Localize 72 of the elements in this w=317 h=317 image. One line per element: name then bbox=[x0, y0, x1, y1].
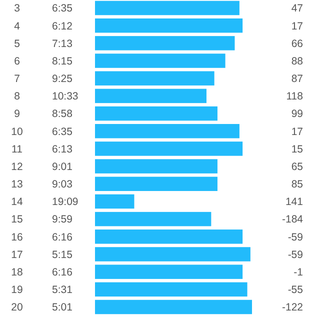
text: 47 bbox=[291, 2, 304, 15]
bar bbox=[95, 159, 218, 174]
text: 9:03 bbox=[52, 178, 73, 191]
bar bbox=[95, 88, 206, 104]
y-tick-label: 13 bbox=[11, 178, 23, 191]
text: 6:16 bbox=[52, 231, 73, 244]
text: 99 bbox=[291, 108, 304, 120]
text: 141 bbox=[285, 196, 304, 208]
text: 7:13 bbox=[52, 38, 73, 50]
bar bbox=[95, 264, 243, 279]
y-tick-label: 3 bbox=[14, 2, 20, 15]
text: 85 bbox=[291, 178, 304, 191]
text: 88 bbox=[291, 55, 304, 68]
bar bbox=[95, 142, 243, 156]
text: 87 bbox=[291, 73, 304, 86]
text: 17 bbox=[291, 20, 304, 32]
text: 10:33 bbox=[52, 90, 78, 103]
y-tick-label: 12 bbox=[11, 160, 23, 173]
y-tick-label: 20 bbox=[11, 302, 23, 314]
y-tick-label: 16 bbox=[11, 231, 23, 244]
text: 66 bbox=[291, 38, 304, 50]
y-tick-label: 4 bbox=[14, 20, 20, 32]
text: 6:35 bbox=[52, 2, 73, 15]
bar bbox=[95, 124, 240, 138]
text: -122 bbox=[282, 302, 304, 314]
text: 5:01 bbox=[52, 302, 73, 314]
y-tick-label: 11 bbox=[12, 143, 23, 156]
y-tick-label: 14 bbox=[11, 196, 23, 208]
bar bbox=[95, 71, 214, 86]
y-tick-label: 18 bbox=[11, 266, 23, 278]
y-tick-label: 6 bbox=[14, 55, 20, 68]
text: 6:16 bbox=[52, 266, 73, 278]
bar bbox=[95, 212, 212, 226]
y-tick-label: 5 bbox=[14, 38, 20, 50]
text: 6:13 bbox=[52, 143, 73, 156]
bar bbox=[95, 300, 252, 314]
text: 9:59 bbox=[52, 214, 73, 226]
text: 65 bbox=[291, 160, 304, 173]
bar bbox=[95, 176, 218, 192]
y-tick-label: 17 bbox=[11, 248, 23, 261]
text: 5:31 bbox=[52, 284, 73, 296]
text: 15 bbox=[291, 143, 304, 156]
text: 118 bbox=[286, 90, 304, 103]
text: 8:58 bbox=[52, 108, 73, 120]
text: -55 bbox=[288, 284, 304, 296]
bar bbox=[95, 18, 243, 33]
text: -1 bbox=[294, 266, 304, 278]
text: 5:15 bbox=[52, 248, 73, 261]
text: -59 bbox=[288, 231, 304, 244]
bar bbox=[95, 230, 243, 244]
y-tick-label: 15 bbox=[11, 214, 23, 226]
bar bbox=[95, 0, 240, 16]
bar bbox=[95, 247, 250, 262]
bar bbox=[95, 106, 218, 121]
y-tick-label: 9 bbox=[14, 108, 20, 120]
y-tick-label: 19 bbox=[11, 284, 23, 296]
text: 6:12 bbox=[52, 20, 73, 32]
y-tick-label: 8 bbox=[14, 90, 20, 103]
text: -59 bbox=[288, 248, 304, 261]
text: 9:01 bbox=[52, 160, 73, 173]
bar bbox=[95, 282, 248, 297]
text: 6:35 bbox=[52, 126, 73, 138]
bar bbox=[95, 54, 226, 68]
text: 8:15 bbox=[52, 55, 73, 68]
text: 17 bbox=[291, 126, 304, 138]
bar bbox=[95, 36, 235, 50]
y-tick-label: 10 bbox=[11, 126, 23, 138]
bar bbox=[95, 194, 134, 209]
text: -184 bbox=[282, 214, 304, 226]
text: 9:25 bbox=[52, 73, 73, 86]
text: 19:09 bbox=[52, 196, 78, 208]
y-tick-label: 7 bbox=[14, 73, 20, 86]
